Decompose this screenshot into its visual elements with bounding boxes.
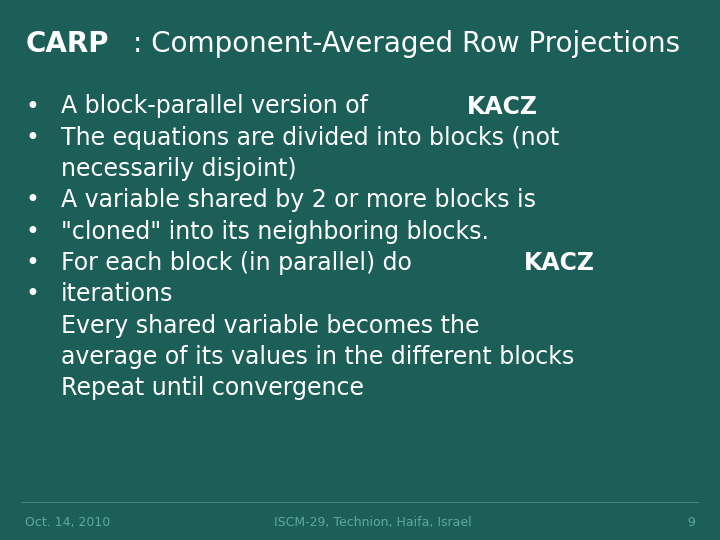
Text: •: • [25, 94, 39, 118]
Text: •: • [25, 220, 39, 244]
Text: For each block (in parallel) do: For each block (in parallel) do [61, 251, 420, 275]
Text: •: • [25, 188, 39, 212]
Text: •: • [25, 126, 39, 150]
Text: iterations: iterations [61, 282, 174, 306]
Text: •: • [25, 282, 39, 306]
Text: Every shared variable becomes the: Every shared variable becomes the [61, 314, 480, 338]
Text: necessarily disjoint): necessarily disjoint) [61, 157, 297, 181]
Text: ISCM-29, Technion, Haifa, Israel: ISCM-29, Technion, Haifa, Israel [274, 516, 471, 529]
Text: A variable shared by 2 or more blocks is: A variable shared by 2 or more blocks is [61, 188, 536, 212]
Text: KACZ: KACZ [467, 94, 538, 118]
Text: : Component-Averaged Row Projections: : Component-Averaged Row Projections [133, 30, 680, 58]
Text: Oct. 14, 2010: Oct. 14, 2010 [25, 516, 110, 529]
Text: Repeat until convergence: Repeat until convergence [61, 376, 364, 400]
Text: "cloned" into its neighboring blocks.: "cloned" into its neighboring blocks. [61, 220, 489, 244]
Text: •: • [25, 251, 39, 275]
Text: KACZ: KACZ [523, 251, 595, 275]
Text: average of its values in the different blocks: average of its values in the different b… [61, 345, 575, 369]
Text: The equations are divided into blocks (not: The equations are divided into blocks (n… [61, 126, 559, 150]
Text: A block-parallel version of: A block-parallel version of [61, 94, 376, 118]
Text: 9: 9 [687, 516, 695, 529]
Text: CARP: CARP [25, 30, 109, 58]
